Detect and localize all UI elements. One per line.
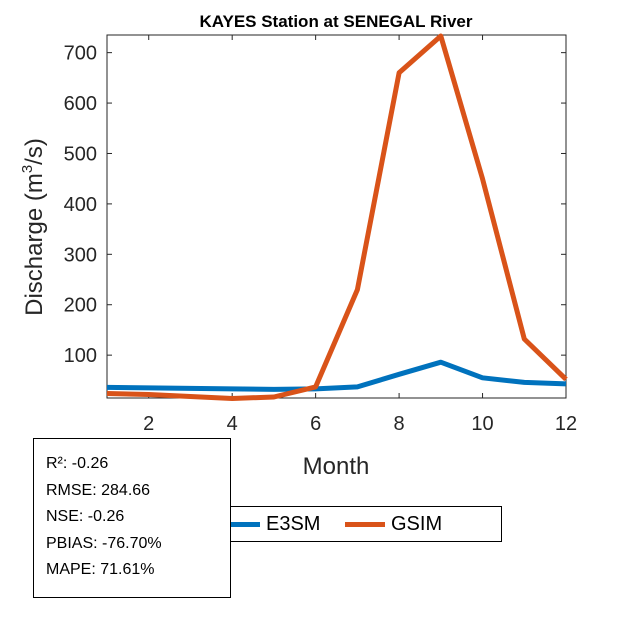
series-line-e3sm xyxy=(106,359,567,392)
x-tick-label: 8 xyxy=(394,413,405,435)
y-tick-label: 500 xyxy=(64,143,97,165)
plot-area: 2 4 6 8 10 12 100 200 300 400 500 600 700 xyxy=(64,33,577,435)
x-tick-label: 10 xyxy=(471,413,493,435)
legend-label-e3sm: E3SM xyxy=(266,512,321,535)
legend-swatch-e3sm xyxy=(220,521,260,527)
y-tick-label: 700 xyxy=(64,43,97,65)
stat-mape: MAPE: 71.61% xyxy=(46,561,155,578)
y-axis-label-prefix: Discharge (m xyxy=(21,173,48,316)
stats-box: R²: -0.26 RMSE: 284.66 NSE: -0.26 PBIAS:… xyxy=(33,438,231,598)
y-tick-label: 400 xyxy=(64,194,97,216)
y-tick-label: 300 xyxy=(64,244,97,266)
y-tick-label: 600 xyxy=(64,93,97,115)
x-tick-label: 4 xyxy=(227,413,238,435)
legend-swatch-gsim xyxy=(345,521,385,527)
y-axis-label-suffix: /s) xyxy=(21,138,48,165)
stat-r2: R²: -0.26 xyxy=(46,455,109,472)
series-line-gsim xyxy=(106,33,568,401)
legend: E3SM GSIM xyxy=(220,506,502,542)
x-tick-label: 2 xyxy=(143,413,154,435)
legend-label-gsim: GSIM xyxy=(391,512,443,535)
y-axis-label-sup: 3 xyxy=(19,165,36,173)
x-axis-label: Month xyxy=(303,453,370,480)
legend-item-e3sm: E3SM xyxy=(220,507,320,541)
x-tick-label: 12 xyxy=(555,413,577,435)
y-tick-label: 200 xyxy=(64,295,97,317)
x-tick-label: 6 xyxy=(310,413,321,435)
chart-title: KAYES Station at SENEGAL River xyxy=(199,12,472,31)
y-tick-label: 100 xyxy=(64,345,97,367)
stat-pbias: PBIAS: -76.70% xyxy=(46,534,162,552)
legend-item-gsim: GSIM xyxy=(345,507,442,541)
y-axis-label: Discharge (m3/s) xyxy=(19,138,48,316)
stat-nse: NSE: -0.26 xyxy=(46,508,125,525)
stat-rmse: RMSE: 284.66 xyxy=(46,481,151,499)
